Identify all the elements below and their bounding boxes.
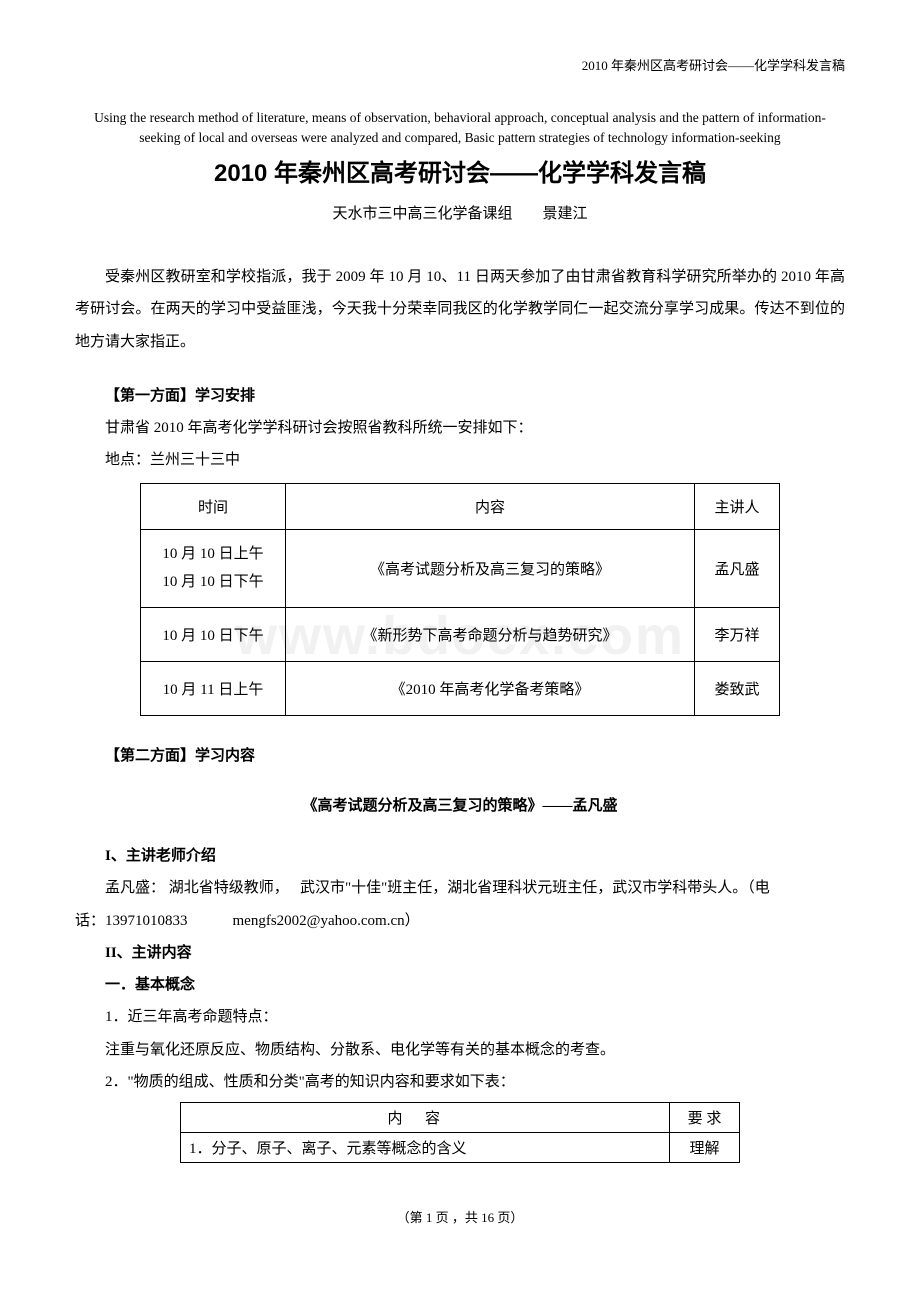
th-content: 内容 xyxy=(286,483,695,529)
section1-heading: 【第一方面】学习安排 xyxy=(75,380,845,412)
document-title: 2010 年秦州区高考研讨会——化学学科发言稿 xyxy=(75,153,845,188)
document-subtitle: 天水市三中高三化学备课组 景建江 xyxy=(75,202,845,223)
cell-time: 10 月 10 日下午 xyxy=(141,607,286,661)
point-1: 1．近三年高考命题特点： xyxy=(75,1001,845,1033)
cell-time: 10 月 10 日上午 10 月 10 日下午 xyxy=(141,529,286,607)
cell-speaker: 孟凡盛 xyxy=(695,529,780,607)
cell-speaker: 娄致武 xyxy=(695,661,780,715)
time-line: 10 月 10 日上午 xyxy=(149,540,277,569)
th-speaker: 主讲人 xyxy=(695,483,780,529)
header-right: 2010 年秦州区高考研讨会——化学学科发言稿 xyxy=(582,55,845,74)
table-row: 1．分子、原子、离子、元素等概念的含义 理解 xyxy=(181,1133,740,1163)
time-line: 10 月 10 日下午 xyxy=(149,568,277,597)
point-1b: 注重与氧化还原反应、物质结构、分散系、电化学等有关的基本概念的考查。 xyxy=(75,1034,845,1066)
point-2: 2．"物质的组成、性质和分类"高考的知识内容和要求如下表： xyxy=(75,1066,845,1098)
cell-content: 《2010 年高考化学备考策略》 xyxy=(286,661,695,715)
cell-content: 《高考试题分析及高三复习的策略》 xyxy=(286,529,695,607)
table-row: 10 月 10 日下午 《新形势下高考命题分析与趋势研究》 李万祥 xyxy=(141,607,780,661)
table-row: 10 月 11 日上午 《2010 年高考化学备考策略》 娄致武 xyxy=(141,661,780,715)
cell-content: 1．分子、原子、离子、元素等概念的含义 xyxy=(181,1133,670,1163)
speaker-intro-line2: 话：13971010833 mengfs2002@yahoo.com.cn） xyxy=(75,905,845,937)
table-header-row: 时间 内容 主讲人 xyxy=(141,483,780,529)
page-footer: （第 1 页 ，共 16 页） xyxy=(75,1207,845,1226)
intro-paragraph: 受秦州区教研室和学校指派，我于 2009 年 10 月 10、11 日两天参加了… xyxy=(75,261,845,358)
cell-time: 10 月 11 日上午 xyxy=(141,661,286,715)
section1-line2: 地点：兰州三十三中 xyxy=(75,444,845,476)
table-row: 10 月 10 日上午 10 月 10 日下午 《高考试题分析及高三复习的策略》… xyxy=(141,529,780,607)
cell-content: 《新形势下高考命题分析与趋势研究》 xyxy=(286,607,695,661)
th-content: 内容 xyxy=(181,1103,670,1133)
ii-heading: II、主讲内容 xyxy=(75,937,845,969)
speaker-intro-line1: 孟凡盛： 湖北省特级教师， 武汉市"十佳"班主任，湖北省理科状元班主任，武汉市学… xyxy=(75,872,845,904)
schedule-table: 时间 内容 主讲人 10 月 10 日上午 10 月 10 日下午 《高考试题分… xyxy=(140,483,780,716)
i-heading: I、主讲老师介绍 xyxy=(75,840,845,872)
section1-line1: 甘肃省 2010 年高考化学学科研讨会按照省教科所统一安排如下： xyxy=(75,412,845,444)
one-heading: 一．基本概念 xyxy=(75,969,845,1001)
table-header-row: 内容 要 求 xyxy=(181,1103,740,1133)
section2-heading: 【第二方面】学习内容 xyxy=(75,740,845,772)
cell-speaker: 李万祥 xyxy=(695,607,780,661)
cell-requirement: 理解 xyxy=(670,1133,740,1163)
requirements-table: 内容 要 求 1．分子、原子、离子、元素等概念的含义 理解 xyxy=(180,1102,740,1163)
th-requirement: 要 求 xyxy=(670,1103,740,1133)
preamble-english: Using the research method of literature,… xyxy=(75,108,845,147)
th-time: 时间 xyxy=(141,483,286,529)
section2-sub-heading: 《高考试题分析及高三复习的策略》——孟凡盛 xyxy=(75,790,845,822)
